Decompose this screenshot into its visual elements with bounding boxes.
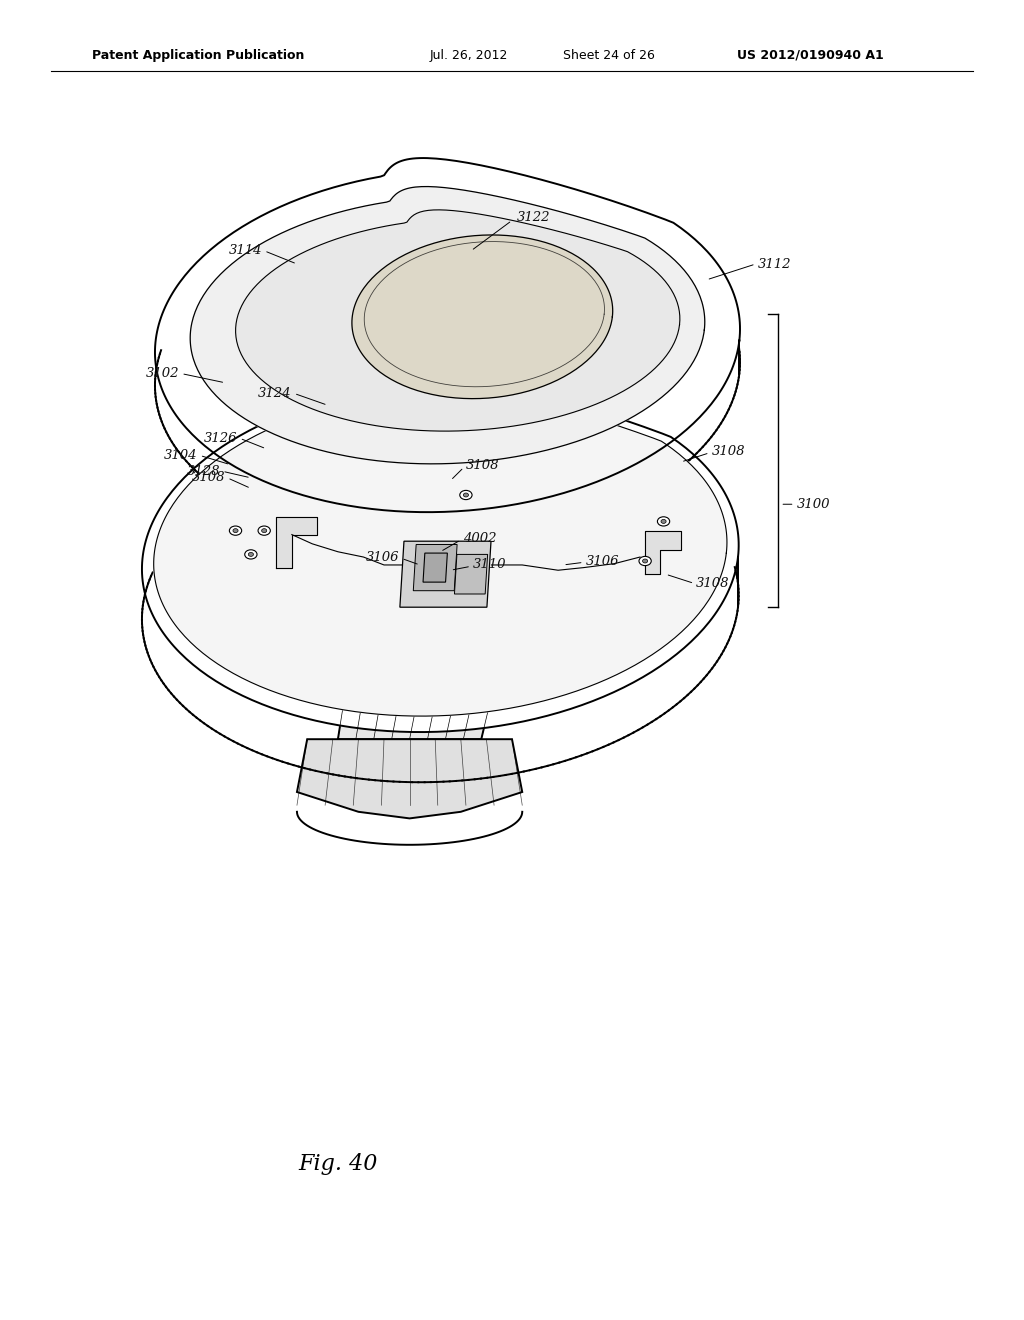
Polygon shape: [154, 379, 727, 715]
Text: 3110: 3110: [473, 558, 507, 572]
Ellipse shape: [460, 491, 472, 500]
Polygon shape: [455, 554, 487, 594]
Text: US 2012/0190940 A1: US 2012/0190940 A1: [737, 49, 884, 62]
Text: 4002: 4002: [463, 532, 497, 545]
Polygon shape: [142, 371, 738, 733]
Text: Sheet 24 of 26: Sheet 24 of 26: [563, 49, 655, 62]
Text: 3102: 3102: [145, 367, 179, 380]
Text: Patent Application Publication: Patent Application Publication: [92, 49, 304, 62]
Ellipse shape: [233, 528, 238, 532]
Ellipse shape: [639, 557, 651, 566]
Ellipse shape: [248, 553, 254, 557]
Text: 3108: 3108: [466, 459, 500, 473]
Ellipse shape: [643, 560, 647, 564]
Polygon shape: [423, 553, 447, 582]
Text: 3104: 3104: [164, 449, 198, 462]
Polygon shape: [276, 517, 317, 568]
Text: 3108: 3108: [696, 577, 730, 590]
Text: 3106: 3106: [586, 554, 620, 568]
Polygon shape: [399, 541, 492, 607]
Text: 3108: 3108: [191, 471, 225, 484]
Ellipse shape: [657, 516, 670, 525]
Ellipse shape: [258, 525, 270, 536]
Text: 3128: 3128: [186, 465, 220, 478]
Text: 3106: 3106: [366, 550, 399, 564]
Ellipse shape: [463, 492, 469, 498]
Text: 3124: 3124: [258, 387, 292, 400]
Polygon shape: [155, 158, 740, 512]
Polygon shape: [338, 610, 512, 739]
Text: 3100: 3100: [797, 498, 830, 511]
Ellipse shape: [245, 550, 257, 560]
Polygon shape: [236, 210, 680, 432]
Ellipse shape: [662, 519, 666, 523]
Polygon shape: [297, 739, 522, 818]
Polygon shape: [645, 531, 681, 574]
Text: 3126: 3126: [204, 432, 238, 445]
Text: 3114: 3114: [228, 244, 262, 257]
Text: Jul. 26, 2012: Jul. 26, 2012: [430, 49, 509, 62]
Polygon shape: [190, 186, 705, 463]
Text: 3122: 3122: [517, 211, 551, 224]
Text: 3112: 3112: [758, 257, 792, 271]
Text: Fig. 40: Fig. 40: [298, 1154, 378, 1175]
Ellipse shape: [229, 525, 242, 536]
Polygon shape: [352, 235, 612, 399]
Polygon shape: [414, 545, 457, 591]
Text: 3108: 3108: [712, 445, 745, 458]
Ellipse shape: [262, 528, 266, 532]
